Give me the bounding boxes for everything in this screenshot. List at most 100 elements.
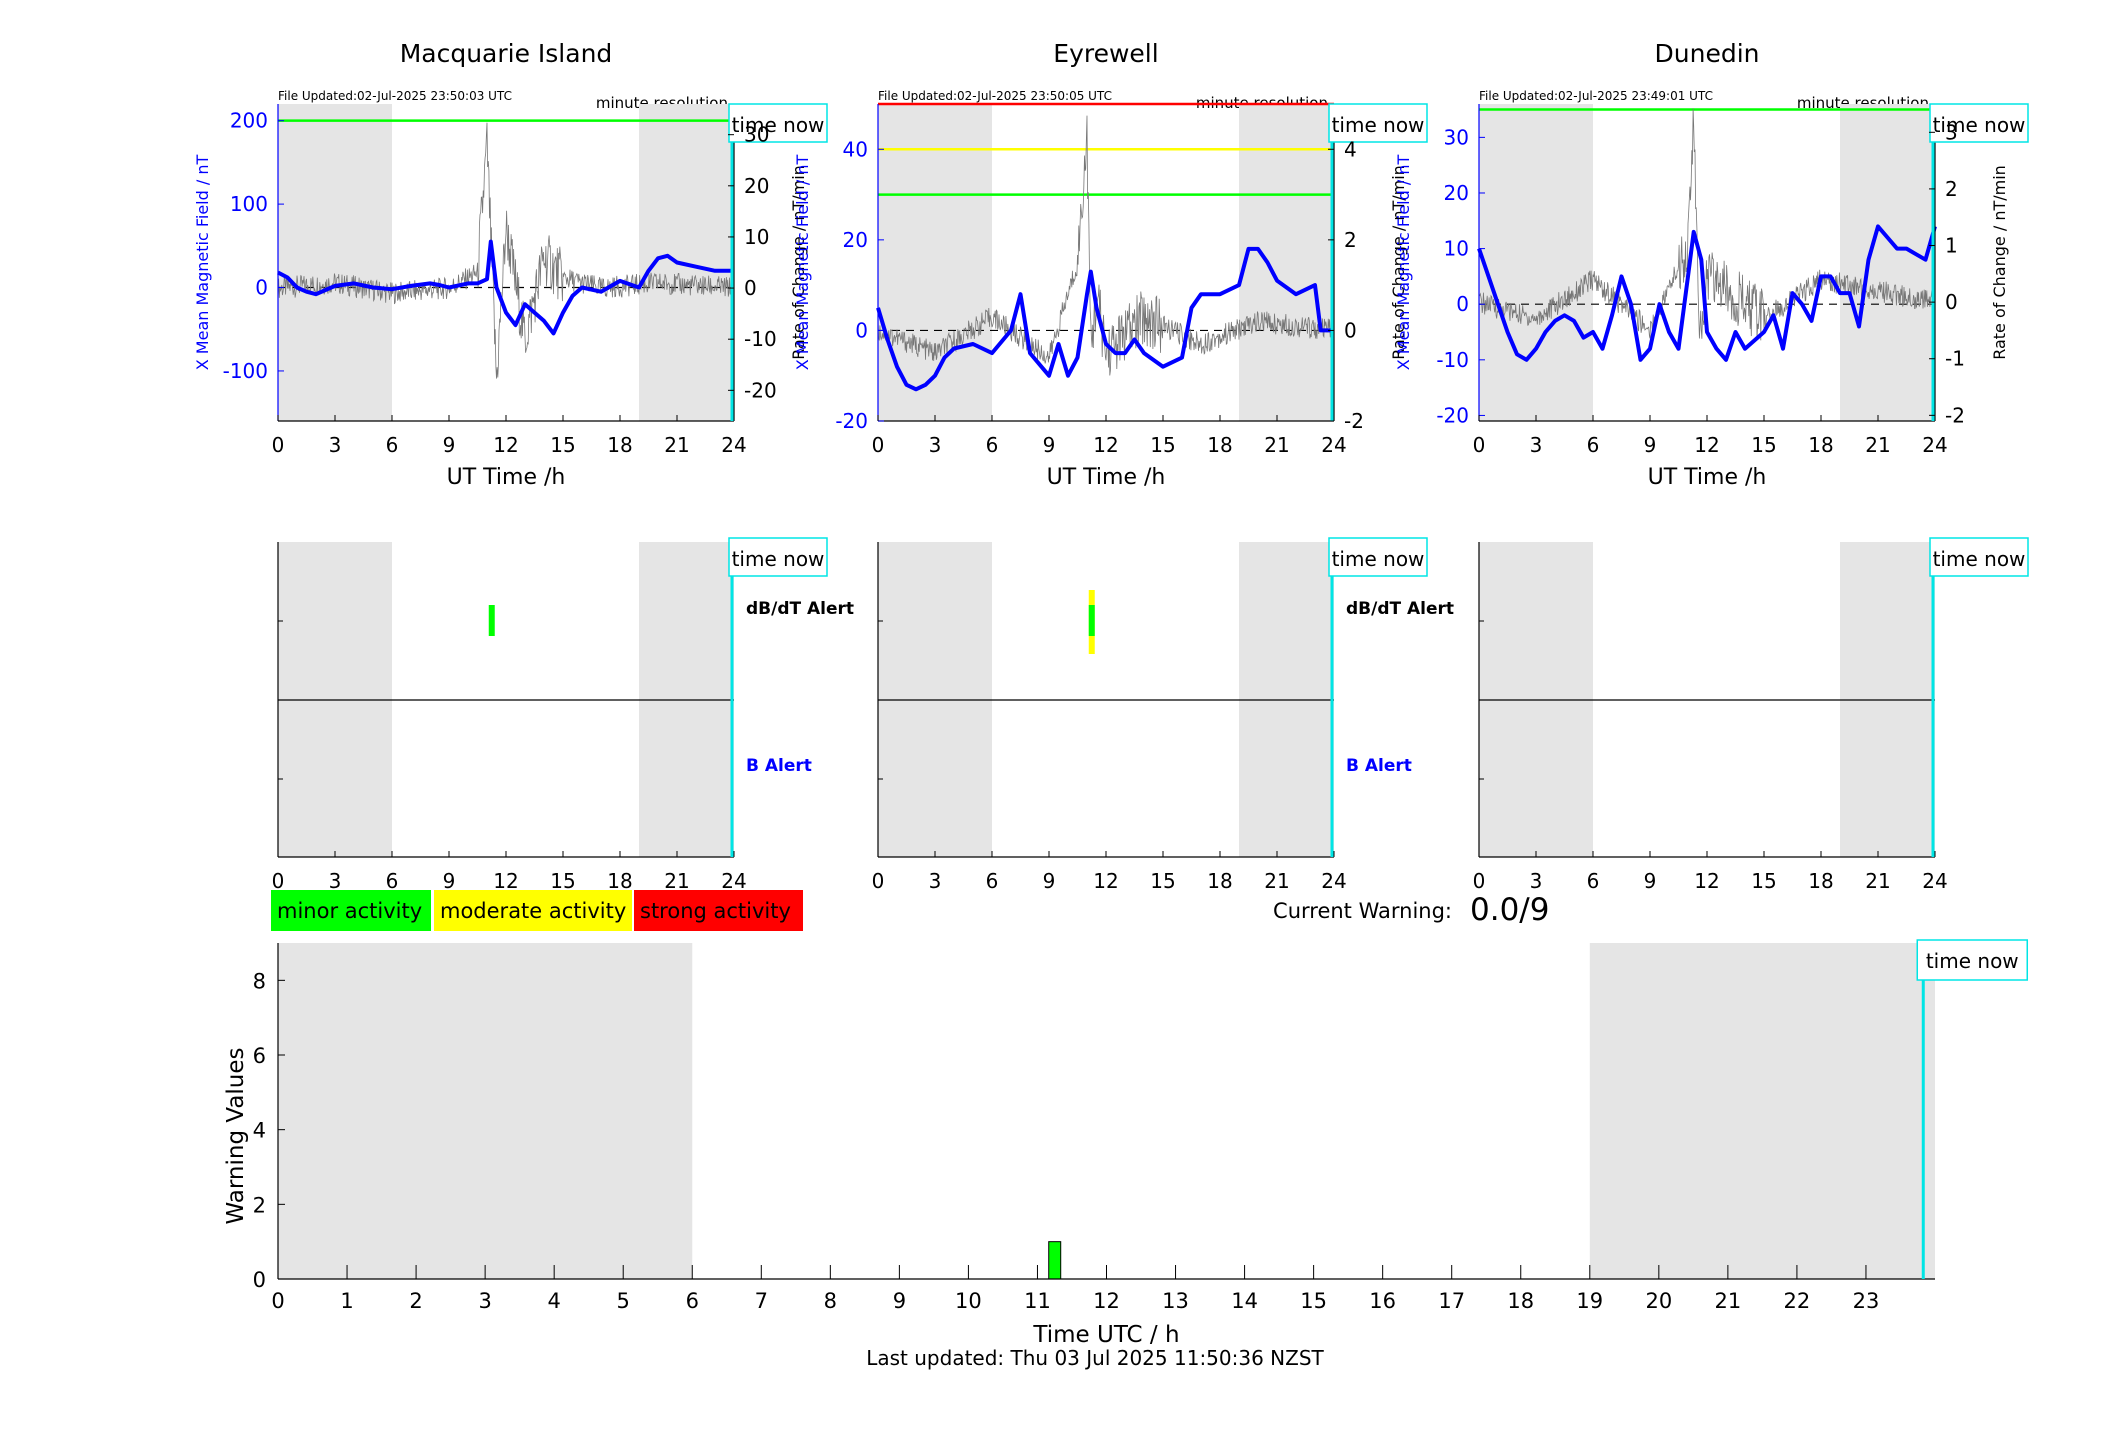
- x-tick-label: 9: [443, 433, 456, 457]
- x-tick-label: 15: [550, 433, 575, 457]
- legend-label: minor activity: [277, 899, 422, 923]
- x-tick-label: 19: [1576, 1289, 1603, 1313]
- rate-of-change-line: [277, 122, 735, 379]
- rate-of-change-line: [877, 115, 1335, 376]
- station-panel-1: Eyrewell File Updated:02-Jul-2025 23:50:0…: [793, 39, 1454, 893]
- time-now-label: time now: [1332, 547, 1425, 571]
- y-axis-label-right: Rate of Change / nT/min: [1990, 165, 2009, 360]
- left-tick-label: 200: [230, 109, 268, 133]
- y-axis-label-left: X Mean Magnetic Field / nT: [193, 155, 212, 371]
- right-tick-label: -20: [744, 378, 777, 402]
- current-warning-value: 0.0/9: [1470, 892, 1549, 928]
- b-alert-label: B Alert: [746, 756, 812, 776]
- station-title: Eyrewell: [1053, 39, 1158, 68]
- x-tick-label: 24: [1922, 433, 1947, 457]
- x-tick-label: 17: [1438, 1289, 1465, 1313]
- file-updated-label: File Updated:02-Jul-2025 23:50:03 UTC: [278, 89, 512, 103]
- right-tick-label: -10: [744, 327, 777, 351]
- right-tick-label: -2: [1945, 403, 1965, 427]
- x-tick-label: 24: [721, 433, 746, 457]
- y-tick-label: 8: [253, 969, 266, 993]
- legend-swatch: [634, 890, 803, 931]
- warning-bar: [1048, 1241, 1062, 1280]
- x-tick-label: 9: [893, 1289, 906, 1313]
- x-tick-label: 12: [1093, 869, 1118, 893]
- x-tick-label: 18: [1507, 1289, 1534, 1313]
- x-tick-label: 0: [872, 869, 885, 893]
- x-tick-label: 6: [386, 869, 399, 893]
- right-tick-label: 2: [1945, 177, 1958, 201]
- x-tick-label: 9: [1644, 869, 1657, 893]
- x-tick-label: 12: [493, 869, 518, 893]
- field-line: [277, 239, 734, 336]
- x-tick-label: 18: [1207, 433, 1232, 457]
- x-tick-label: 3: [929, 869, 942, 893]
- dbdt-alert-label: dB/dT Alert: [1346, 599, 1454, 619]
- time-now-box: [728, 103, 828, 143]
- left-tick-label: 10: [1444, 237, 1469, 261]
- night-shade: [1840, 104, 1935, 421]
- legend-label: moderate activity: [440, 899, 626, 923]
- activity-marker-minor: [1088, 605, 1095, 636]
- x-tick-label: 24: [1922, 869, 1947, 893]
- y-axis-label-right: Rate of Change / nT/min: [1389, 165, 1408, 360]
- file-updated-label: File Updated:02-Jul-2025 23:49:01 UTC: [1479, 89, 1713, 103]
- time-now-label: time now: [732, 113, 825, 137]
- current-warning-label: Current Warning:: [1273, 899, 1452, 923]
- x-tick-label: 9: [443, 869, 456, 893]
- legend-label: strong activity: [640, 899, 791, 923]
- x-tick-label: 11: [1024, 1289, 1051, 1313]
- x-tick-label: 21: [1715, 1289, 1742, 1313]
- time-now-label: time now: [1933, 113, 2026, 137]
- x-tick-label: 21: [664, 869, 689, 893]
- x-tick-label: 21: [1865, 869, 1890, 893]
- x-tick-label: 12: [1694, 433, 1719, 457]
- left-tick-label: 100: [230, 192, 268, 216]
- x-tick-label: 3: [478, 1289, 491, 1313]
- last-updated-label: Last updated: Thu 03 Jul 2025 11:50:36 N…: [866, 1346, 1324, 1370]
- x-tick-label: 24: [1321, 869, 1346, 893]
- y-axis-label-right: Rate of Change / nT/min: [789, 165, 808, 360]
- right-tick-label: 10: [744, 225, 769, 249]
- station-panel-0: Macquarie Island File Updated:02-Jul-2025…: [193, 39, 854, 893]
- field-line: [876, 246, 1334, 392]
- x-tick-label: 18: [1207, 869, 1232, 893]
- station-panel-2: Dunedin File Updated:02-Jul-2025 23:49:01…: [1394, 39, 2029, 893]
- x-tick-label: 15: [1751, 869, 1776, 893]
- b-alert-label: B Alert: [1346, 756, 1412, 776]
- file-updated-label: File Updated:02-Jul-2025 23:50:05 UTC: [878, 89, 1112, 103]
- x-tick-label: 22: [1784, 1289, 1811, 1313]
- x-axis-label: UT Time /h: [447, 465, 566, 490]
- dbdt-alert-label: dB/dT Alert: [746, 599, 854, 619]
- time-now-label: time now: [1332, 113, 1425, 137]
- right-tick-label: -2: [1344, 409, 1364, 433]
- alert-panel: time now dB/dT Alert B Alert 0 3 6 9 12 15 18 21 24: [272, 537, 854, 893]
- station-title: Macquarie Island: [400, 39, 613, 68]
- y-axis-label: Warning Values: [223, 1047, 249, 1224]
- x-tick-label: 21: [1264, 433, 1289, 457]
- rate-of-change-line: [1478, 108, 1936, 341]
- right-tick-label: 0: [1945, 290, 1958, 314]
- x-axis-label: Time UTC / h: [1032, 1322, 1179, 1348]
- night-shade: [1479, 104, 1593, 421]
- x-tick-label: 10: [955, 1289, 982, 1313]
- x-tick-label: 3: [1530, 433, 1543, 457]
- x-tick-label: 15: [550, 869, 575, 893]
- x-tick-label: 0: [272, 869, 285, 893]
- x-tick-label: 15: [1150, 433, 1175, 457]
- left-tick-label: 20: [1444, 181, 1469, 205]
- night-shade: [1239, 104, 1334, 421]
- x-tick-label: 16: [1369, 1289, 1396, 1313]
- x-tick-label: 18: [607, 869, 632, 893]
- alert-panel: time now 0 3 6 9 12 15 18 21 24: [1473, 537, 2029, 893]
- time-now-box: [1328, 537, 1428, 577]
- x-tick-label: 5: [617, 1289, 630, 1313]
- x-tick-label: 21: [1264, 869, 1289, 893]
- x-tick-label: 6: [386, 433, 399, 457]
- right-tick-label: -1: [1945, 347, 1965, 371]
- left-tick-label: -20: [1436, 403, 1469, 427]
- x-tick-label: 7: [755, 1289, 768, 1313]
- x-tick-label: 6: [1587, 433, 1600, 457]
- left-tick-label: 20: [843, 228, 868, 252]
